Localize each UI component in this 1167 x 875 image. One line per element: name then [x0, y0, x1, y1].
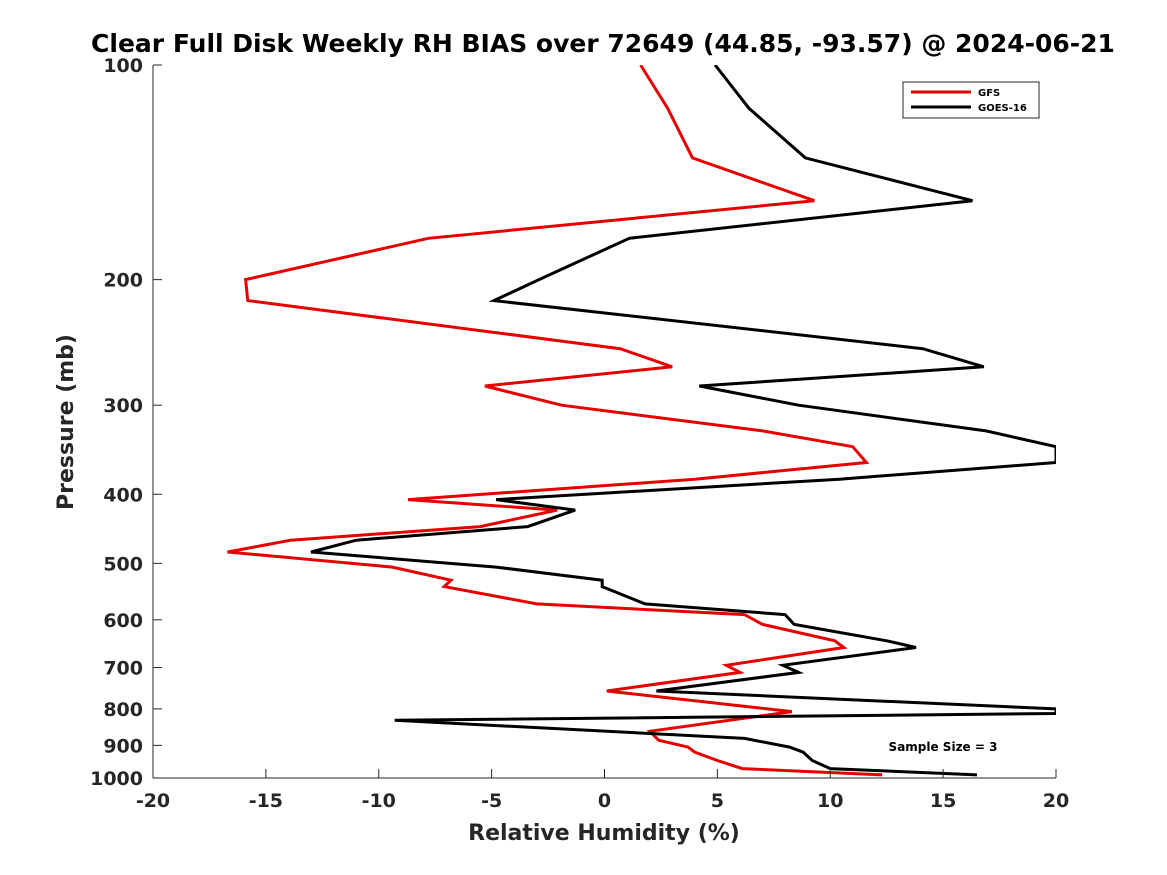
legend-label-goes-16: GOES-16: [978, 103, 1027, 114]
y-axis-label: Pressure (mb): [54, 334, 79, 510]
legend: GFS GOES-16: [902, 81, 1040, 119]
x-tick-label: 5: [711, 790, 724, 812]
y-tick-label: 800: [103, 699, 143, 721]
x-tick-label: 0: [598, 790, 611, 812]
x-tick-label: -20: [136, 790, 170, 812]
y-tick-label: 700: [103, 658, 143, 680]
series-line-goes-16: [310, 65, 1056, 777]
x-tick-label: 10: [817, 790, 843, 812]
y-tick-label: 900: [103, 735, 143, 757]
y-tick-label: 400: [103, 484, 143, 506]
x-tick-label: -10: [362, 790, 396, 812]
y-tick-label: 300: [103, 395, 143, 417]
y-tick-label: 100: [103, 55, 143, 77]
y-tick-label: 600: [103, 610, 143, 632]
y-tick-label: 500: [103, 553, 143, 575]
legend-box: [902, 81, 1040, 119]
y-tick-label: 1000: [90, 768, 143, 790]
y-tick-label: 200: [103, 270, 143, 292]
chart-title: Clear Full Disk Weekly RH BIAS over 7264…: [91, 29, 1115, 58]
legend-label-gfs: GFS: [978, 88, 1000, 99]
plot-area: -20 -15 -10 -5 0 5 10 15 20 100 200 300 400 500 600 700…: [90, 55, 1069, 812]
x-tick-label: 15: [930, 790, 956, 812]
sample-size-annotation: Sample Size = 3: [889, 740, 998, 754]
series-line-gfs: [227, 65, 883, 777]
x-tick-label: -5: [481, 790, 502, 812]
x-axis-label: Relative Humidity (%): [468, 821, 740, 846]
x-tick-label: -15: [249, 790, 283, 812]
x-tick-label: 20: [1043, 790, 1069, 812]
